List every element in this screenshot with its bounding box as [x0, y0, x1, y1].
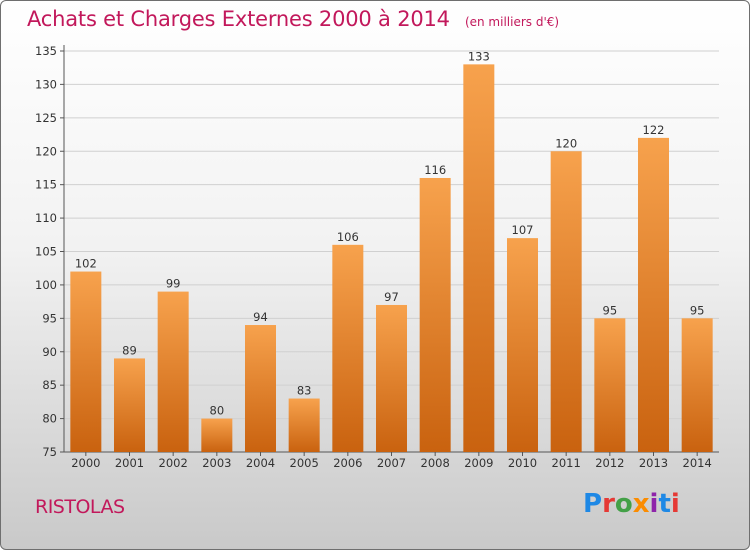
x-tick-label: 2014: [683, 456, 712, 470]
data-label: 95: [603, 303, 618, 317]
bar: [288, 398, 320, 452]
bar: [332, 244, 364, 452]
data-labels: 102 89 99 80 94 83 106 97 116 133 107 120 95 122 95: [75, 49, 705, 417]
y-tick-label: 80: [42, 412, 57, 426]
data-label: 95: [690, 303, 705, 317]
x-tick-label: 2006: [333, 456, 362, 470]
x-tick-label: 2009: [464, 456, 493, 470]
logo-letter: o: [614, 489, 633, 519]
x-tick-label: 2002: [159, 456, 188, 470]
bar: [463, 64, 495, 452]
bar: [70, 271, 102, 452]
bar: [681, 318, 713, 452]
bar: [245, 325, 276, 452]
x-tick-label: 2013: [639, 456, 668, 470]
data-label: 80: [210, 404, 225, 418]
data-label: 116: [424, 163, 446, 177]
data-label: 133: [468, 49, 490, 63]
data-label: 102: [75, 257, 97, 271]
y-tick-label: 115: [35, 178, 57, 192]
axes: 75 80 85 90 95 100 105 110 115 120 125 130 135 2000 20…: [35, 44, 719, 470]
data-label: 120: [555, 136, 577, 150]
proxiti-logo[interactable]: Proxiti: [583, 489, 680, 519]
bar: [507, 238, 538, 452]
logo-letter: x: [632, 489, 650, 519]
x-tick-label: 2012: [595, 456, 624, 470]
chart-unit: (en milliers d'€): [464, 15, 560, 29]
chart-title: Achats et Charges Externes 2000 à 2014: [27, 7, 450, 31]
x-tick-label: 2008: [421, 456, 450, 470]
data-label: 99: [166, 277, 181, 291]
bar: [638, 137, 669, 452]
data-label: 122: [643, 123, 665, 137]
y-tick-label: 135: [35, 44, 57, 58]
bar: [550, 151, 582, 452]
bar: [201, 418, 233, 452]
bar: [594, 318, 626, 452]
y-tick-label: 95: [42, 311, 57, 325]
y-tick-label: 110: [35, 211, 57, 225]
bars: [70, 64, 713, 452]
data-label: 106: [337, 230, 359, 244]
y-tick-label: 105: [35, 245, 57, 259]
town-name: RISTOLAS: [35, 496, 125, 518]
y-tick-label: 75: [42, 445, 57, 459]
y-tick-label: 90: [42, 345, 57, 359]
x-tick-label: 2011: [552, 456, 581, 470]
logo-letter: i: [670, 489, 680, 519]
logo-letter: P: [583, 489, 603, 519]
x-tick-label: 2003: [202, 456, 231, 470]
logo-letter: t: [658, 489, 671, 519]
y-tick-label: 120: [35, 144, 57, 158]
y-tick-label: 130: [35, 77, 57, 91]
y-tick-label: 125: [35, 111, 57, 125]
data-label: 94: [253, 310, 268, 324]
bar: [114, 358, 145, 452]
x-tick-label: 2010: [508, 456, 537, 470]
bar: [157, 291, 189, 452]
x-tick-label: 2000: [71, 456, 100, 470]
x-tick-label: 2001: [115, 456, 144, 470]
bar: [419, 177, 451, 452]
x-tick-label: 2005: [290, 456, 319, 470]
bar: [376, 304, 407, 452]
data-label: 83: [297, 384, 312, 398]
chart-title-block: Achats et Charges Externes 2000 à 2014 (…: [27, 7, 559, 31]
logo-letter: r: [602, 489, 615, 519]
x-tick-label: 2007: [377, 456, 406, 470]
y-tick-label: 85: [42, 378, 57, 392]
data-label: 107: [512, 223, 534, 237]
logo-letter: i: [649, 489, 659, 519]
data-label: 97: [384, 290, 399, 304]
y-tick-label: 100: [35, 278, 57, 292]
x-tick-label: 2004: [246, 456, 275, 470]
data-label: 89: [122, 343, 137, 357]
